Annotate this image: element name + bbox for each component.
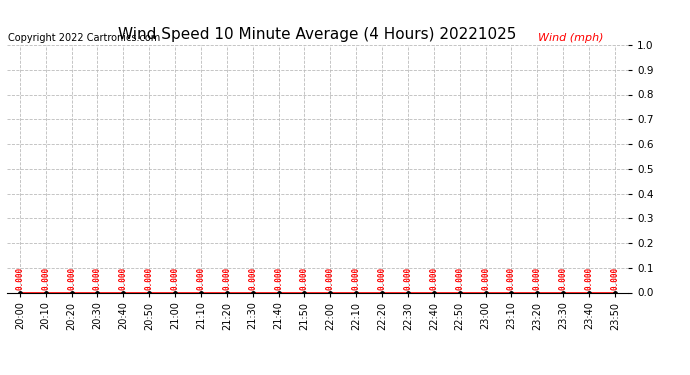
Text: 0.000: 0.000 [429,267,438,290]
Text: Wind (mph): Wind (mph) [538,33,603,42]
Text: 0.000: 0.000 [559,267,568,290]
Text: 0.000: 0.000 [170,267,179,290]
Text: 0.000: 0.000 [222,267,231,290]
Text: 0.000: 0.000 [352,267,361,290]
Text: 0.000: 0.000 [326,267,335,290]
Text: 0.000: 0.000 [15,267,24,290]
Text: 0.000: 0.000 [404,267,413,290]
Text: Copyright 2022 Cartronics.com: Copyright 2022 Cartronics.com [8,33,160,42]
Text: 0.000: 0.000 [533,267,542,290]
Text: 0.000: 0.000 [41,267,50,290]
Text: 0.000: 0.000 [145,267,154,290]
Text: 0.000: 0.000 [300,267,309,290]
Text: 0.000: 0.000 [197,267,206,290]
Text: 0.000: 0.000 [611,267,620,290]
Title: Wind Speed 10 Minute Average (4 Hours) 20221025: Wind Speed 10 Minute Average (4 Hours) 2… [118,27,517,42]
Text: 0.000: 0.000 [67,267,76,290]
Text: 0.000: 0.000 [455,267,464,290]
Text: 0.000: 0.000 [119,267,128,290]
Text: 0.000: 0.000 [93,267,102,290]
Text: 0.000: 0.000 [377,267,386,290]
Text: 0.000: 0.000 [248,267,257,290]
Text: 0.000: 0.000 [274,267,283,290]
Text: 0.000: 0.000 [507,267,516,290]
Text: 0.000: 0.000 [584,267,593,290]
Text: 0.000: 0.000 [481,267,490,290]
